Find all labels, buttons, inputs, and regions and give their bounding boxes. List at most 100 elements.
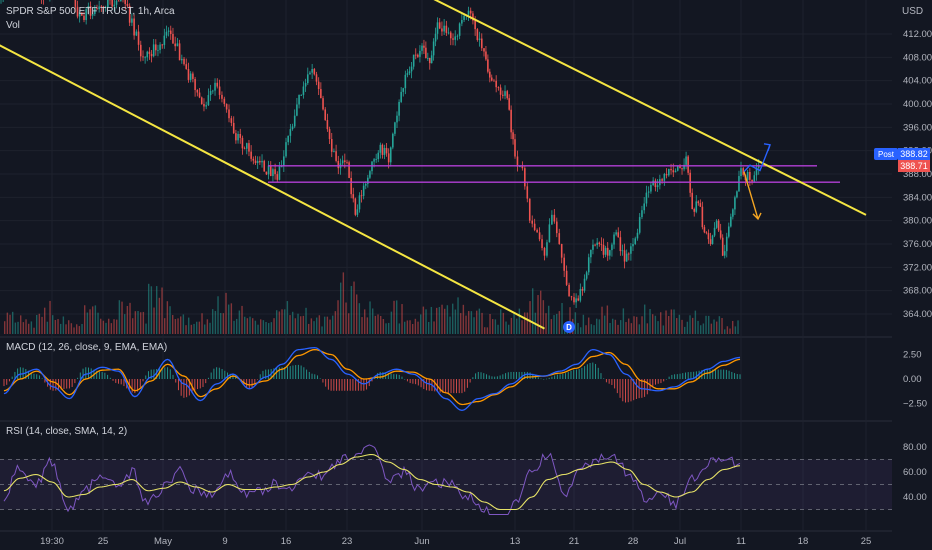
horizontal-levels[interactable] <box>268 165 840 183</box>
volume-bar <box>713 319 715 334</box>
volume-bar <box>156 286 158 334</box>
volume-bar <box>60 323 62 334</box>
volume-bar <box>9 314 11 334</box>
volume-legend[interactable]: Vol <box>6 20 20 31</box>
macd-histogram-bar <box>548 377 550 379</box>
candle-body <box>167 30 170 32</box>
macd-histogram-bar <box>592 362 594 379</box>
macd-histogram-bar <box>595 363 597 379</box>
volume-bar <box>433 321 435 334</box>
candle-body <box>360 195 363 197</box>
volume-bar <box>6 312 9 334</box>
candle-body <box>663 174 666 181</box>
candle-body <box>679 166 681 169</box>
volume-bar <box>673 309 675 334</box>
volume-bar <box>540 290 542 334</box>
candle-body <box>611 244 613 251</box>
volume-bar <box>505 321 507 334</box>
volume-bar <box>569 307 571 334</box>
macd-histogram-bar <box>690 371 692 379</box>
macd-histogram-bar <box>447 379 449 394</box>
volume-bar <box>284 309 286 334</box>
macd-histogram-bar <box>85 367 87 379</box>
macd-histogram-bar <box>614 379 616 389</box>
macd-histogram-bar <box>284 367 286 379</box>
macd-histogram-bar <box>265 369 267 379</box>
volume-bar <box>121 301 123 334</box>
volume-bar <box>310 318 313 334</box>
macd-histogram-bar <box>33 373 35 379</box>
volume-bar <box>614 319 617 334</box>
candle-body <box>192 73 194 79</box>
time-tick-label: 23 <box>342 536 353 547</box>
macd-histogram-bar <box>371 379 373 382</box>
volume-bar <box>420 314 422 334</box>
macd-histogram-bar <box>663 379 665 382</box>
rsi-band <box>0 459 892 510</box>
macd-histogram-bar <box>652 379 654 388</box>
trendlines[interactable] <box>0 0 867 330</box>
candle-body <box>512 132 514 140</box>
volume-bar <box>68 320 70 334</box>
candle-body <box>495 80 497 88</box>
candle-body <box>181 58 183 61</box>
macd-histogram-bar <box>11 376 13 379</box>
candle-body <box>510 109 512 133</box>
candle-body <box>230 118 233 123</box>
candle-body <box>383 147 386 155</box>
volume-bar <box>468 311 470 334</box>
macd-histogram-bar <box>379 371 381 379</box>
volume-bar <box>550 319 553 334</box>
macd-histogram-bar <box>605 379 607 383</box>
candle-body <box>563 257 565 271</box>
volume-bar <box>297 313 299 334</box>
candle-body <box>634 238 637 244</box>
time-tick-label: 25 <box>861 536 872 547</box>
candle-body <box>449 32 452 39</box>
volume-bar <box>188 317 190 334</box>
candle-body <box>207 95 210 106</box>
volume-bar <box>12 311 14 334</box>
volume-bar <box>350 286 353 334</box>
volume-bar <box>502 312 505 334</box>
volume-bar <box>190 324 193 334</box>
candle-body <box>643 203 645 211</box>
macd-histogram-bar <box>619 379 621 398</box>
candle-body <box>627 253 630 255</box>
macd-histogram-bar <box>112 379 114 381</box>
event-marker[interactable]: D <box>563 321 575 333</box>
candle-body <box>478 38 481 40</box>
macd-histogram-bar <box>327 379 329 390</box>
macd-histogram-bar <box>442 379 444 393</box>
volume-bar <box>681 319 683 334</box>
projection-arrows[interactable] <box>743 143 771 221</box>
volume-bar <box>718 316 721 334</box>
volume-bar <box>694 310 697 334</box>
volume-bar <box>257 324 259 334</box>
volume-bar <box>238 310 241 334</box>
event-marker-label: D <box>566 323 572 332</box>
volume-bar <box>116 319 118 334</box>
rsi-axis: 80.00 60.00 40.00 <box>903 442 927 503</box>
candle-body <box>546 242 548 256</box>
candle-body <box>417 54 419 57</box>
candle-body <box>600 244 603 245</box>
volume-bar <box>622 308 625 334</box>
volume-bar <box>422 306 425 334</box>
volume-bar <box>630 323 633 334</box>
macd-histogram-bar <box>687 372 689 379</box>
symbol-legend[interactable]: SPDR S&P 500 ETF TRUST, 1h, Arca <box>6 6 175 17</box>
candle-body <box>725 236 728 252</box>
candle-body <box>740 168 742 177</box>
volume-bar <box>198 321 201 334</box>
volume-bar <box>340 282 342 334</box>
candle-body <box>205 105 207 107</box>
volume-bar <box>265 321 267 334</box>
macd-histogram-bar <box>507 372 509 379</box>
rsi-legend[interactable]: RSI (14, close, SMA, 14, 2) <box>6 426 128 437</box>
macd-legend[interactable]: MACD (12, 26, close, 9, EMA, EMA) <box>6 342 168 353</box>
candle-body <box>373 159 375 162</box>
volume-bar <box>342 272 345 334</box>
macd-histogram-bar <box>137 379 139 392</box>
